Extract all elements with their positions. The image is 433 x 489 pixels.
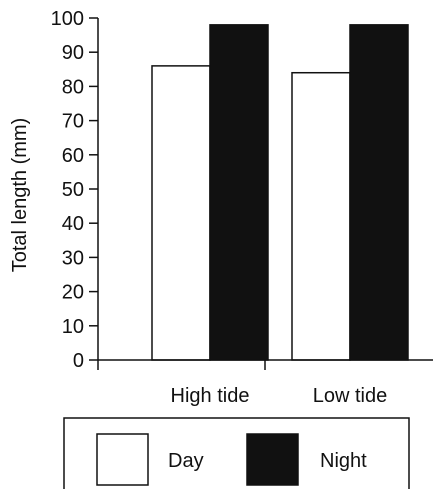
bar-day-high-tide: [151, 65, 211, 361]
bar-night-high-tide: [209, 24, 269, 361]
x-category-label: Low tide: [313, 385, 388, 407]
bar-night-low-tide: [349, 24, 409, 361]
legend-label-night: Night: [320, 450, 367, 472]
legend-swatch-night: [246, 433, 299, 486]
legend: Day Night: [63, 417, 410, 489]
y-tick-label: 40: [62, 213, 84, 235]
y-tick-label: 30: [62, 247, 84, 269]
y-tick-label: 20: [62, 282, 84, 304]
y-tick-label: 90: [62, 42, 84, 64]
y-tick-label: 0: [73, 350, 84, 372]
legend-label-day: Day: [168, 450, 204, 472]
y-axis-ticks: 0 10 20 30 40 50 60 70 80 90 100: [51, 8, 98, 372]
y-tick-label: 60: [62, 145, 84, 167]
bars: [151, 24, 409, 361]
y-tick-label: 100: [51, 8, 84, 30]
x-category-label: High tide: [171, 385, 250, 407]
legend-swatch-day: [96, 433, 149, 486]
x-axis-labels: High tide Low tide: [171, 385, 388, 407]
y-tick-label: 50: [62, 179, 84, 201]
y-tick-label: 10: [62, 316, 84, 338]
y-tick-label: 70: [62, 111, 84, 133]
axes: [97, 18, 433, 370]
y-axis-title: Total length (mm): [9, 118, 31, 273]
bar-day-low-tide: [291, 71, 351, 361]
y-tick-label: 80: [62, 76, 84, 98]
